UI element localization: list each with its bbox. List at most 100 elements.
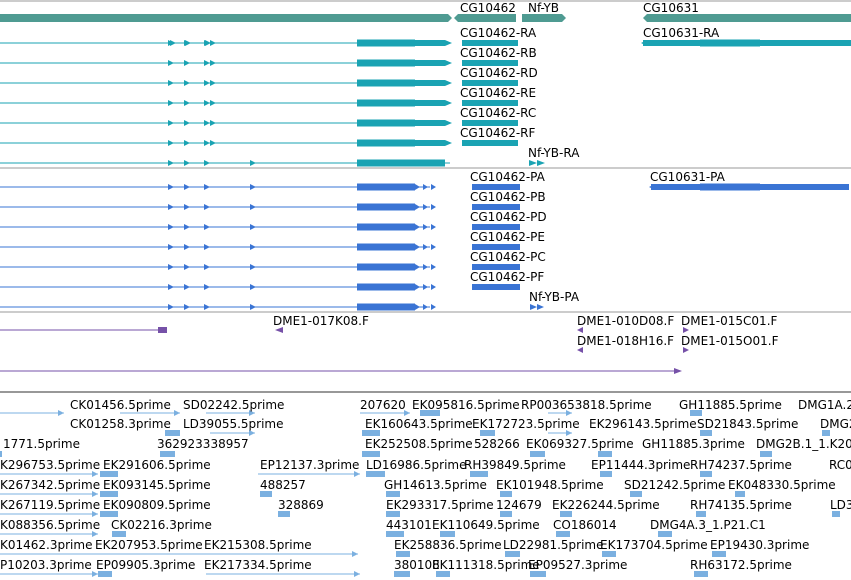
est-feature[interactable]: [600, 471, 612, 477]
clone-feature[interactable]: [577, 347, 583, 353]
clone-label[interactable]: DME1-010D08.F: [577, 314, 674, 328]
exon-block[interactable]: [462, 60, 518, 66]
est-feature[interactable]: [556, 531, 570, 537]
est-label[interactable]: 328869: [278, 498, 324, 512]
est-feature[interactable]: [500, 491, 512, 497]
est-label[interactable]: RC0: [829, 458, 851, 472]
exon-block[interactable]: [537, 160, 545, 166]
est-label[interactable]: EK226244.5prime: [552, 498, 660, 512]
est-label[interactable]: EK048330.5prime: [728, 478, 836, 492]
protein-label[interactable]: CG10462-PB: [470, 190, 546, 204]
est-feature[interactable]: [278, 511, 290, 517]
est-feature[interactable]: [696, 511, 706, 517]
exon-block[interactable]: [472, 264, 520, 270]
est-feature[interactable]: [602, 551, 616, 557]
est-label[interactable]: LD39055.5prime: [183, 417, 284, 431]
protein-label[interactable]: CG10462-PA: [470, 170, 546, 184]
exon-block[interactable]: [472, 244, 520, 250]
est-label[interactable]: 362923338957: [157, 437, 249, 451]
est-feature[interactable]: [735, 491, 745, 497]
est-feature[interactable]: [386, 511, 400, 517]
est-label[interactable]: 380108: [394, 558, 440, 572]
est-feature[interactable]: [480, 430, 495, 436]
est-feature[interactable]: [98, 571, 112, 577]
transcript-label[interactable]: CG10631-RA: [643, 26, 720, 40]
est-label[interactable]: 124679: [496, 498, 542, 512]
est-label[interactable]: 528266: [474, 437, 520, 451]
est-label[interactable]: K088356.5prime: [0, 518, 100, 532]
est-feature[interactable]: [470, 471, 488, 477]
exon-block[interactable]: [643, 40, 851, 46]
est-label[interactable]: K01462.3prime: [0, 538, 92, 552]
est-label[interactable]: EK293317.5prime: [386, 498, 494, 512]
transcript-label[interactable]: CG10462-RC: [460, 106, 536, 120]
exon-block[interactable]: [651, 184, 849, 190]
clone-label[interactable]: DME1-015O01.F: [681, 334, 779, 348]
est-feature[interactable]: [505, 551, 520, 557]
transcript-label[interactable]: CG10462-RA: [460, 26, 537, 40]
est-label[interactable]: LD16986.5prime: [366, 458, 467, 472]
exon-block[interactable]: [462, 120, 518, 126]
est-feature[interactable]: [530, 451, 545, 457]
exon-block[interactable]: [472, 284, 520, 290]
est-feature[interactable]: [165, 430, 180, 436]
est-label[interactable]: EK110649.5prime: [432, 518, 540, 532]
protein-label[interactable]: CG10462-PD: [470, 210, 547, 224]
est-label[interactable]: EP09527.3prime: [528, 558, 627, 572]
est-label[interactable]: SD02242.5prime: [183, 398, 284, 412]
clone-label[interactable]: DME1-017K08.F: [273, 314, 369, 328]
est-feature[interactable]: [658, 531, 672, 537]
est-feature[interactable]: [700, 471, 712, 477]
est-label[interactable]: EK173704.5prime: [600, 538, 708, 552]
est-feature[interactable]: [694, 571, 708, 577]
est-label[interactable]: DMG1A.2: [798, 398, 851, 412]
est-feature[interactable]: [112, 531, 126, 537]
est-label[interactable]: DMG2B.1_1.K20: [756, 437, 851, 451]
est-feature[interactable]: [100, 471, 118, 477]
transcript-label[interactable]: CG10462-RD: [460, 66, 538, 80]
est-label[interactable]: EK090809.5prime: [103, 498, 211, 512]
est-label[interactable]: EK101948.5prime: [496, 478, 604, 492]
gene-label[interactable]: CG10631: [643, 1, 699, 15]
protein-label[interactable]: Nf-YB-PA: [529, 290, 580, 304]
est-label[interactable]: RH39849.5prime: [464, 458, 566, 472]
protein-label[interactable]: CG10462-PF: [470, 270, 544, 284]
protein-label[interactable]: CG10631-PA: [650, 170, 726, 184]
est-label[interactable]: DMG2: [820, 417, 851, 431]
protein-label[interactable]: CG10462-PE: [470, 230, 545, 244]
est-label[interactable]: 443101: [386, 518, 432, 532]
est-feature[interactable]: [386, 531, 404, 537]
exon-block[interactable]: [462, 140, 518, 146]
est-label[interactable]: LD22981.5prime: [503, 538, 604, 552]
clone-feature[interactable]: [577, 327, 583, 333]
est-label[interactable]: EK296143.5prime: [589, 417, 697, 431]
est-label[interactable]: SD21242.5prime: [624, 478, 725, 492]
est-label[interactable]: EK252508.5prime: [365, 437, 473, 451]
protein-label[interactable]: CG10462-PC: [470, 250, 546, 264]
est-feature[interactable]: [362, 451, 380, 457]
exon-block[interactable]: [462, 40, 518, 46]
est-label[interactable]: GH11885.3prime: [642, 437, 745, 451]
clone-feature[interactable]: [275, 327, 283, 333]
est-label[interactable]: EP09905.3prime: [96, 558, 195, 572]
est-label[interactable]: 207620: [360, 398, 406, 412]
est-label[interactable]: GH14613.5prime: [384, 478, 487, 492]
est-label[interactable]: RH74135.5prime: [690, 498, 792, 512]
est-feature[interactable]: [500, 511, 512, 517]
exon-block[interactable]: [472, 204, 520, 210]
gene-feature[interactable]: [458, 14, 516, 22]
est-feature[interactable]: [436, 571, 450, 577]
est-label[interactable]: CK01456.5prime: [70, 398, 171, 412]
est-label[interactable]: EK291606.5prime: [103, 458, 211, 472]
est-feature[interactable]: [160, 451, 175, 457]
exon-block[interactable]: [462, 80, 518, 86]
est-label[interactable]: K296753.5prime: [0, 458, 100, 472]
est-feature[interactable]: [0, 451, 2, 457]
exon-block[interactable]: [472, 224, 520, 230]
est-feature[interactable]: [420, 410, 440, 416]
est-label[interactable]: DMG4A.3_1.P21.C1: [650, 518, 766, 532]
est-feature[interactable]: [700, 430, 712, 436]
est-label[interactable]: EK207953.5prime: [95, 538, 203, 552]
est-label[interactable]: EK160643.5prime: [365, 417, 473, 431]
